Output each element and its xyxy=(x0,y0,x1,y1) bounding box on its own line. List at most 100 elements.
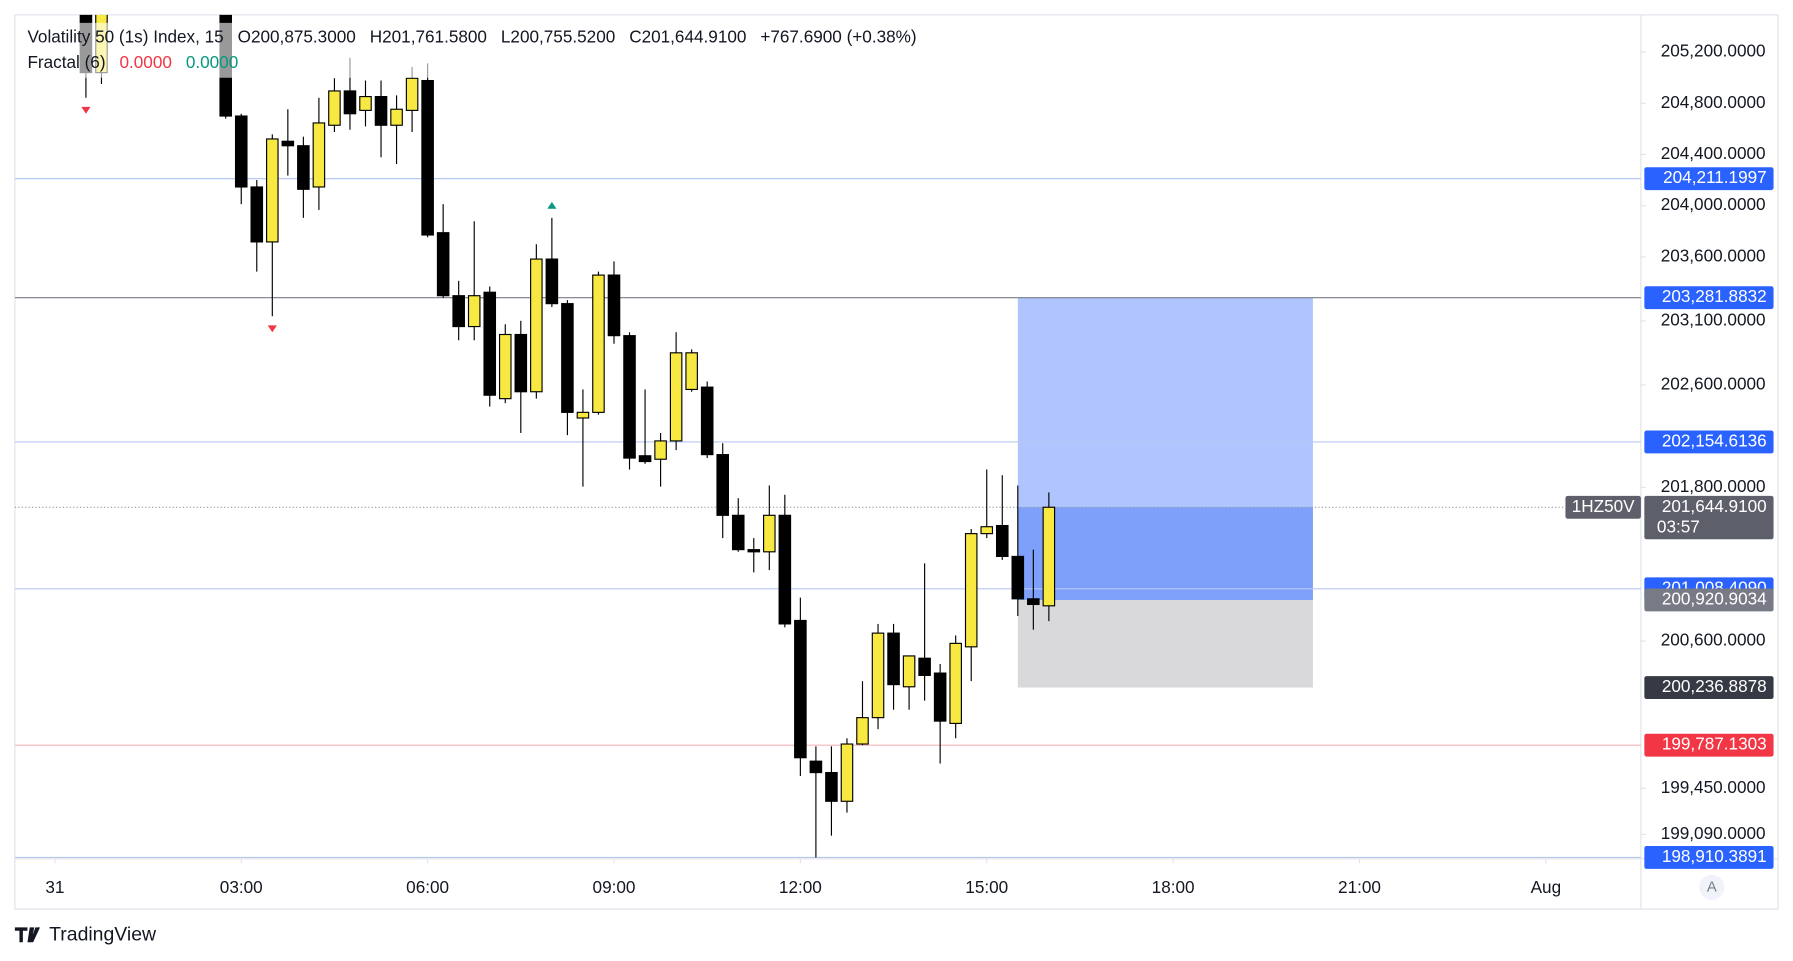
candle-body xyxy=(359,95,372,111)
candle-body xyxy=(297,145,310,190)
x-tick-label: 09:00 xyxy=(593,877,636,897)
axis-button[interactable]: A xyxy=(1699,874,1725,900)
fractal-down xyxy=(81,106,91,114)
x-tick-label: 06:00 xyxy=(406,877,449,897)
legend-backdrop xyxy=(20,22,924,78)
candle-body xyxy=(592,274,605,413)
candle-body xyxy=(545,258,559,305)
axis-button-bg[interactable] xyxy=(1699,874,1725,900)
x-tick-label: Aug xyxy=(1531,877,1562,897)
x-tick-label: 12:00 xyxy=(779,877,822,897)
y-tick-label: 204,400.0000 xyxy=(1661,143,1766,163)
candle-body xyxy=(343,90,357,115)
candle-body xyxy=(498,333,512,400)
candle-body xyxy=(731,514,745,551)
legend-high: H201,761.5800 xyxy=(370,26,487,46)
stop-label-bg xyxy=(1644,676,1774,700)
y-tick-label: 201,800.0000 xyxy=(1661,476,1766,496)
position-loss-zone xyxy=(1017,599,1313,688)
y-tick-label: 205,200.0000 xyxy=(1661,41,1766,61)
candle-body xyxy=(483,291,497,396)
candle-body xyxy=(980,526,994,535)
candle-body xyxy=(700,386,714,456)
x-tick-label: 31 xyxy=(45,877,64,897)
indicator-up: 0.0000 xyxy=(186,51,238,71)
candle-body xyxy=(933,672,947,722)
brand-name[interactable]: TradingView xyxy=(49,924,157,946)
candle-body xyxy=(856,717,869,745)
entry-label-bg xyxy=(1644,588,1774,612)
candle-body xyxy=(607,274,621,337)
stop-label: 200,236.8878 xyxy=(1662,676,1767,696)
candle-body xyxy=(405,77,419,111)
candle-body xyxy=(234,115,248,188)
y-tick-label: 203,600.0000 xyxy=(1661,245,1766,265)
candle-body xyxy=(778,514,792,625)
candle-body xyxy=(794,619,807,759)
candle-body xyxy=(467,295,481,328)
candle-body xyxy=(452,295,465,328)
ticker-label: 1HZ50V xyxy=(1572,496,1635,516)
candle-body xyxy=(390,108,403,126)
indicator-line: Fractal (6) 0.0000 0.0000 xyxy=(27,51,238,71)
candle-body xyxy=(1027,598,1040,606)
legend-open: O200,875.3000 xyxy=(238,26,356,46)
last-price-bg xyxy=(1644,495,1774,540)
brand-logo[interactable] xyxy=(14,927,41,943)
level-label: 204,211.1997 xyxy=(1663,167,1767,187)
y-tick-label: 204,800.0000 xyxy=(1661,92,1766,112)
level-label-bg xyxy=(1644,846,1774,869)
x-tick-label: 21:00 xyxy=(1338,877,1381,897)
candle-body xyxy=(840,743,854,802)
last-price-label: 201,644.9100 xyxy=(1662,496,1767,516)
candle-body xyxy=(530,258,543,393)
brand[interactable]: TradingView xyxy=(14,924,157,946)
level-label-bg xyxy=(1644,167,1774,191)
candle-body xyxy=(266,138,279,243)
y-tick-label: 199,090.0000 xyxy=(1661,823,1766,843)
indicator-down: 0.0000 xyxy=(119,51,171,71)
candle-body xyxy=(250,186,264,243)
legend-line: Volatility 50 (1s) Index, 15 O200,875.30… xyxy=(27,26,916,46)
chart-border xyxy=(14,14,1779,910)
x-tick-label: 18:00 xyxy=(1152,877,1195,897)
candle-body xyxy=(436,232,450,297)
y-tick-label: 200,600.0000 xyxy=(1661,630,1766,650)
candle-body xyxy=(949,642,962,724)
candle-body xyxy=(825,772,838,802)
entry-label: 200,920.9034 xyxy=(1662,589,1767,609)
axis-button-label[interactable]: A xyxy=(1707,879,1717,895)
candle-body xyxy=(312,122,326,188)
candle-body xyxy=(623,335,636,459)
countdown: 03:57 xyxy=(1657,516,1700,536)
candle-body xyxy=(561,303,574,413)
candle-body xyxy=(918,657,931,676)
candle-body xyxy=(763,514,776,553)
candle-body xyxy=(654,440,667,460)
plot-area xyxy=(14,14,1641,859)
candle-body xyxy=(1011,555,1025,600)
candle-body xyxy=(887,632,900,686)
level-label-bg xyxy=(1644,733,1774,757)
position-open-profit xyxy=(1017,507,1313,600)
price-labels: 204,211.1997 203,281.8832 202,154.6136 201,… xyxy=(1565,167,1774,869)
candle-body xyxy=(281,140,295,147)
legend-close: C201,644.9100 xyxy=(629,26,746,46)
level-label: 202,154.6136 xyxy=(1662,431,1767,451)
candle-body xyxy=(871,632,885,719)
candle-body xyxy=(685,352,698,391)
candle-body xyxy=(638,455,652,463)
ticker-bg xyxy=(1565,495,1641,519)
candle-body xyxy=(716,454,730,516)
level-label: 203,281.8832 xyxy=(1662,286,1767,306)
candle-body xyxy=(669,352,683,442)
fractal-up xyxy=(547,201,557,209)
y-tick-label: 203,100.0000 xyxy=(1661,309,1766,329)
candle-body xyxy=(421,79,434,236)
level-label: 199,787.1303 xyxy=(1662,734,1767,754)
axes: 205,200.0000 204,800.0000 204,400.0000 204,… xyxy=(45,41,1765,897)
candle-body xyxy=(902,655,916,688)
legend: Volatility 50 (1s) Index, 15 O200,875.30… xyxy=(20,22,924,78)
